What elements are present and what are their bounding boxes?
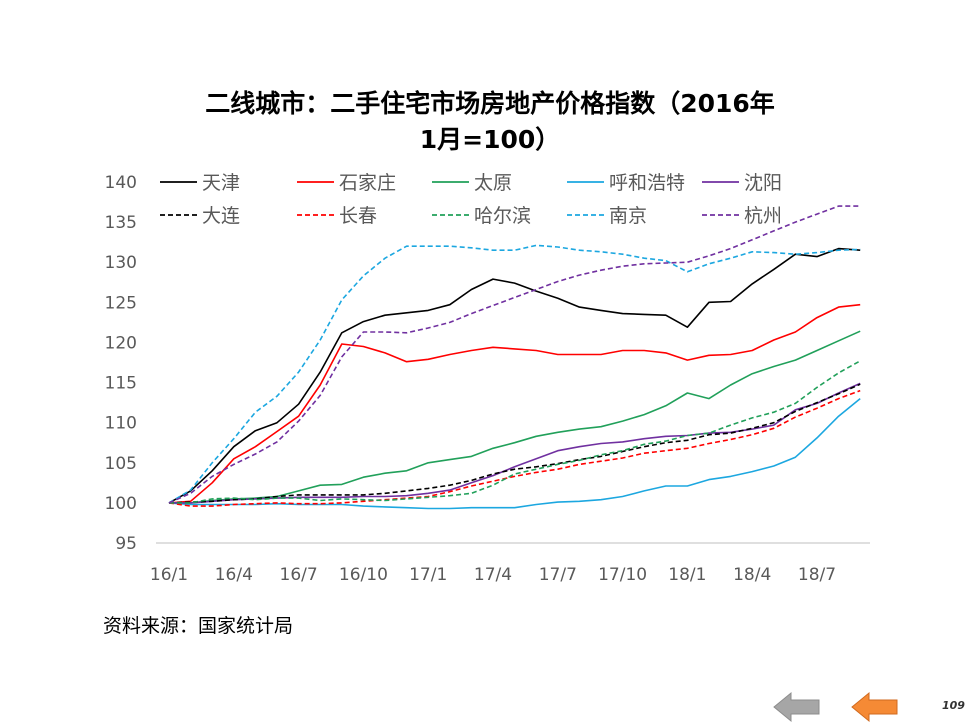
source-note: 资料来源：国家统计局 xyxy=(103,615,294,637)
y-tick-label: 100 xyxy=(105,494,137,514)
series-line-太原 xyxy=(169,330,861,504)
y-tick-label: 115 xyxy=(105,374,137,394)
y-tick-label: 120 xyxy=(105,333,137,353)
legend-label: 南京 xyxy=(609,205,647,227)
x-tick-label: 18/7 xyxy=(798,565,836,585)
prev-slide-button[interactable] xyxy=(772,690,822,724)
series-line-天津 xyxy=(168,247,861,504)
arrow-left-icon xyxy=(773,691,820,723)
legend-label: 太原 xyxy=(474,172,512,194)
y-tick-label: 105 xyxy=(105,454,137,474)
y-tick-label: 125 xyxy=(105,293,137,313)
legend-label: 长春 xyxy=(339,205,377,227)
line-chart: 95 100 105 110 115 120 125 130 135 140 16/1 16/4 16/… xyxy=(105,172,870,585)
y-tick-label: 135 xyxy=(105,213,137,233)
page-number: 109 xyxy=(942,699,965,712)
series-line-杭州 xyxy=(168,205,861,504)
chart-title: 二线城市：二手住宅市场房地产价格指数（2016年 1月=100） xyxy=(160,86,820,158)
chart-title-line1: 二线城市：二手住宅市场房地产价格指数（2016年 xyxy=(205,89,775,118)
arrow-left-icon xyxy=(851,691,898,723)
legend-label: 天津 xyxy=(202,172,240,194)
series-line-长春 xyxy=(168,389,861,507)
y-tick-label: 130 xyxy=(105,253,137,273)
series-line-哈尔滨 xyxy=(169,360,861,504)
x-tick-label: 16/10 xyxy=(339,565,388,585)
chart-title-line2: 1月=100） xyxy=(419,125,561,154)
next-slide-button[interactable] xyxy=(850,690,900,724)
y-tick-label: 110 xyxy=(105,414,137,434)
x-tick-label: 17/7 xyxy=(539,565,577,585)
y-tick-label: 95 xyxy=(115,534,137,554)
legend-label: 大连 xyxy=(202,205,240,227)
series-line-大连 xyxy=(168,383,861,504)
legend-label: 呼和浩特 xyxy=(609,172,685,194)
x-tick-label: 17/4 xyxy=(474,565,512,585)
legend-label: 沈阳 xyxy=(744,172,782,194)
x-tick-label: 18/4 xyxy=(733,565,771,585)
legend-label: 杭州 xyxy=(744,205,782,227)
x-tick-label: 16/1 xyxy=(150,565,188,585)
series-line-南京 xyxy=(168,244,861,504)
series-line-呼和浩特 xyxy=(168,397,861,510)
x-tick-label: 17/1 xyxy=(409,565,447,585)
legend-label: 石家庄 xyxy=(339,172,396,194)
x-tick-label: 17/10 xyxy=(598,565,647,585)
series-line-石家庄 xyxy=(168,303,861,504)
x-tick-label: 16/7 xyxy=(280,565,318,585)
x-tick-label: 18/1 xyxy=(668,565,706,585)
legend-label: 哈尔滨 xyxy=(474,205,531,227)
y-tick-label: 140 xyxy=(105,173,137,193)
x-tick-label: 16/4 xyxy=(215,565,253,585)
